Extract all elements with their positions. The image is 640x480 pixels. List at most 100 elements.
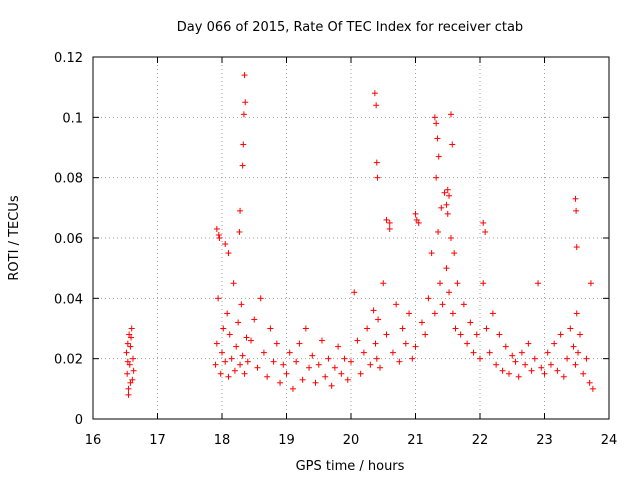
data-point (360, 349, 367, 356)
data-point (125, 391, 132, 398)
data-point (240, 141, 247, 148)
data-point (126, 331, 133, 338)
data-point (212, 361, 219, 368)
data-point (433, 120, 440, 127)
x-tick-label: 19 (278, 433, 295, 448)
data-point (470, 349, 477, 356)
data-point (373, 355, 380, 362)
data-point (302, 325, 309, 332)
data-point (222, 241, 229, 248)
data-point (467, 319, 474, 326)
x-tick-label: 16 (85, 433, 102, 448)
data-point (451, 250, 458, 257)
data-point (575, 349, 582, 356)
data-point (216, 235, 223, 241)
data-point (367, 361, 374, 368)
data-points (123, 72, 596, 398)
data-point (512, 358, 519, 365)
data-point (375, 316, 382, 323)
data-point (372, 340, 379, 347)
data-point (393, 301, 400, 308)
data-point (123, 349, 130, 356)
data-point (435, 153, 442, 160)
data-point (422, 331, 429, 338)
plot-frame (92, 56, 610, 420)
data-point (412, 343, 419, 350)
data-point (443, 201, 450, 208)
data-point (433, 174, 440, 181)
data-point (557, 331, 564, 338)
data-point (217, 370, 224, 377)
data-point (357, 370, 364, 377)
data-point (447, 235, 454, 241)
data-point (573, 310, 580, 317)
data-point (486, 349, 493, 356)
data-point (322, 373, 329, 380)
data-point (583, 355, 590, 362)
x-tick-label: 24 (601, 433, 618, 448)
data-point (413, 216, 420, 223)
data-point (224, 310, 231, 317)
data-point (373, 102, 380, 109)
data-point (257, 295, 264, 302)
y-tick-label: 0.1 (62, 111, 83, 126)
data-point (572, 361, 579, 368)
data-point (215, 295, 222, 302)
data-point (493, 361, 500, 368)
data-point (535, 280, 542, 287)
data-point (273, 340, 280, 347)
data-point (124, 370, 131, 377)
y-tick-label: 0.08 (54, 172, 83, 187)
data-point (438, 204, 445, 211)
data-point (406, 310, 413, 317)
data-point (502, 343, 509, 350)
data-point (238, 301, 245, 308)
data-point (236, 228, 243, 235)
data-point (560, 373, 567, 380)
data-point (564, 355, 571, 362)
data-point (386, 219, 393, 226)
data-point (364, 325, 371, 332)
y-tick-label: 0 (75, 413, 83, 428)
data-point (344, 376, 351, 383)
data-point (280, 361, 287, 368)
data-point (551, 340, 558, 347)
data-point (244, 358, 251, 365)
data-point (222, 358, 229, 365)
data-point (522, 361, 529, 368)
data-point (299, 376, 306, 383)
data-point (439, 301, 446, 308)
data-point (538, 364, 545, 371)
data-point (228, 355, 235, 362)
x-tick-label: 21 (407, 433, 424, 448)
data-point (399, 325, 406, 332)
data-point (446, 289, 453, 296)
data-point (589, 385, 596, 392)
data-point (325, 355, 332, 362)
data-point (124, 340, 131, 347)
axis-ticks: 16 17 18 19 20 21 22 23 24 0 0.02 0.04 0.06 0.08 0.1 0.… (54, 51, 617, 448)
data-point (306, 364, 313, 371)
data-point (328, 382, 335, 389)
data-point (383, 331, 390, 338)
data-point (248, 337, 255, 344)
data-point (447, 111, 454, 118)
x-tick-label: 23 (536, 433, 553, 448)
data-point (483, 325, 490, 332)
data-point (267, 325, 274, 332)
y-tick-label: 0.04 (54, 292, 83, 307)
data-point (409, 355, 416, 362)
data-point (309, 352, 316, 359)
data-point (225, 250, 232, 257)
data-point (318, 337, 325, 344)
data-point (480, 280, 487, 287)
data-point (531, 355, 538, 362)
data-point (544, 349, 551, 356)
data-point (241, 72, 248, 79)
data-point (341, 355, 348, 362)
x-tick-label: 17 (149, 433, 166, 448)
data-point (460, 301, 467, 308)
y-tick-label: 0.06 (54, 232, 83, 247)
x-tick-label: 22 (472, 433, 489, 448)
